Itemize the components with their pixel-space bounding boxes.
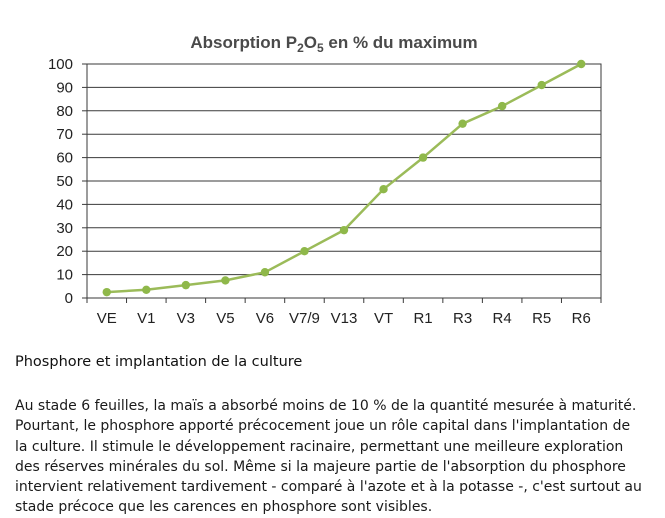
x-axis: VE V1 V3 V5 V6 V7/9 V13 VT R1 R3 R4 R5 R6 [86, 298, 602, 327]
x-tick-label: V1 [137, 310, 155, 327]
y-tick-label: 0 [65, 290, 73, 307]
y-axis: 0 10 20 30 40 50 60 70 80 90 100 [48, 56, 87, 307]
x-tick-label: R3 [453, 310, 472, 327]
y-tick-label: 50 [56, 173, 73, 190]
data-point [339, 225, 349, 235]
x-tick-label: R4 [493, 310, 512, 327]
x-tick-label: V6 [256, 310, 274, 327]
data-point [458, 119, 467, 128]
x-tick-label: R6 [572, 310, 591, 327]
body-paragraph: Au stade 6 feuilles, la maïs a absorbé m… [15, 398, 642, 516]
data-point [577, 59, 586, 69]
x-tick-label: V3 [177, 310, 195, 327]
data-point [537, 80, 546, 90]
gridlines [87, 63, 601, 299]
data-point [102, 287, 111, 297]
data-point [418, 153, 428, 162]
y-tick-label: 20 [56, 243, 73, 260]
y-tick-label: 90 [56, 79, 73, 96]
y-tick-label: 10 [56, 267, 73, 284]
data-point [260, 268, 270, 277]
data-point [300, 247, 309, 256]
data-points [102, 59, 586, 297]
data-point [181, 280, 191, 290]
y-tick-label: 40 [56, 196, 73, 213]
x-tick-label: VT [374, 310, 393, 327]
x-tick-label: V13 [331, 310, 358, 327]
y-tick-label: 100 [48, 56, 73, 73]
x-tick-label: R5 [532, 310, 551, 327]
x-tick-label: V5 [216, 310, 234, 327]
data-point [497, 101, 507, 111]
data-point [221, 276, 230, 285]
section-title: Phosphore et implantation de la culture [15, 354, 303, 370]
y-tick-label: 80 [56, 103, 73, 120]
x-tick-label: V7/9 [289, 310, 320, 327]
y-tick-label: 60 [56, 150, 73, 167]
series-line [106, 62, 582, 294]
chart-title: Absorption P2O5 en % du maximum [190, 33, 477, 55]
data-point [142, 285, 151, 295]
x-tick-label: VE [97, 310, 117, 327]
x-tick-label: R1 [413, 310, 432, 327]
line-chart: Absorption P2O5 en % du maximum 0 10 20 30 4… [48, 33, 602, 327]
y-tick-label: 70 [56, 126, 73, 143]
data-point [379, 184, 388, 194]
y-tick-label: 30 [56, 220, 73, 237]
